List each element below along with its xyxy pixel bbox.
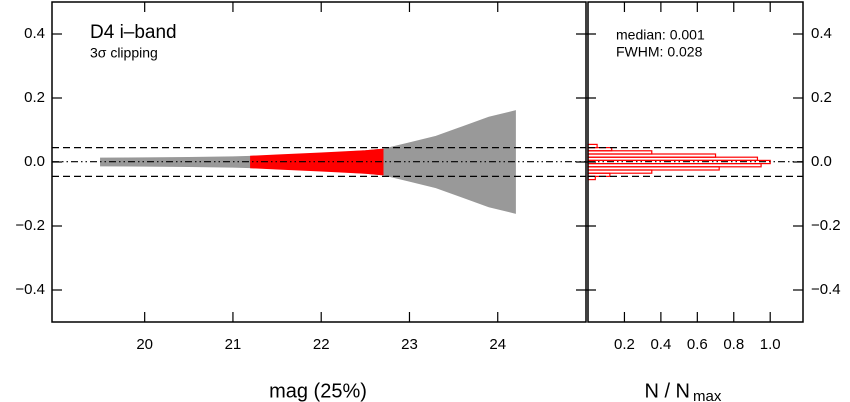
x-tick-label: 20	[136, 336, 153, 353]
x-tick-label: 24	[489, 336, 506, 353]
x-axis-label: N / N	[644, 380, 690, 402]
y-tick-label: −0.4	[811, 281, 841, 298]
y-tick-label: −0.2	[811, 217, 841, 234]
x-tick-label: 22	[313, 336, 330, 353]
y-tick-label: −0.4	[15, 281, 45, 298]
chart-title: D4 i–band	[90, 22, 177, 43]
annotation: median: 0.001	[616, 27, 705, 43]
x-tick-label: 0.4	[650, 336, 671, 353]
chart-subtitle: 3σ clipping	[90, 45, 158, 61]
annotation: FWHM: 0.028	[616, 44, 703, 60]
y-tick-label: 0.0	[24, 153, 45, 170]
x-tick-label: 0.6	[687, 336, 708, 353]
y-tick-label: 0.4	[24, 25, 45, 42]
y-tick-label: 0.4	[811, 25, 832, 42]
x-tick-label: 21	[225, 336, 242, 353]
x-axis-label: mag (25%)	[269, 380, 367, 402]
scatter-band	[250, 148, 384, 176]
x-tick-label: 0.2	[614, 336, 635, 353]
y-tick-label: 0.2	[24, 89, 45, 106]
y-tick-label: 0.2	[811, 89, 832, 106]
y-tick-label: 0.0	[811, 153, 832, 170]
x-tick-label: 0.8	[723, 336, 744, 353]
y-tick-label: −0.2	[15, 217, 45, 234]
x-tick-label: 1.0	[760, 336, 781, 353]
x-axis-label-sub: max	[693, 388, 722, 402]
x-tick-label: 23	[401, 336, 418, 353]
